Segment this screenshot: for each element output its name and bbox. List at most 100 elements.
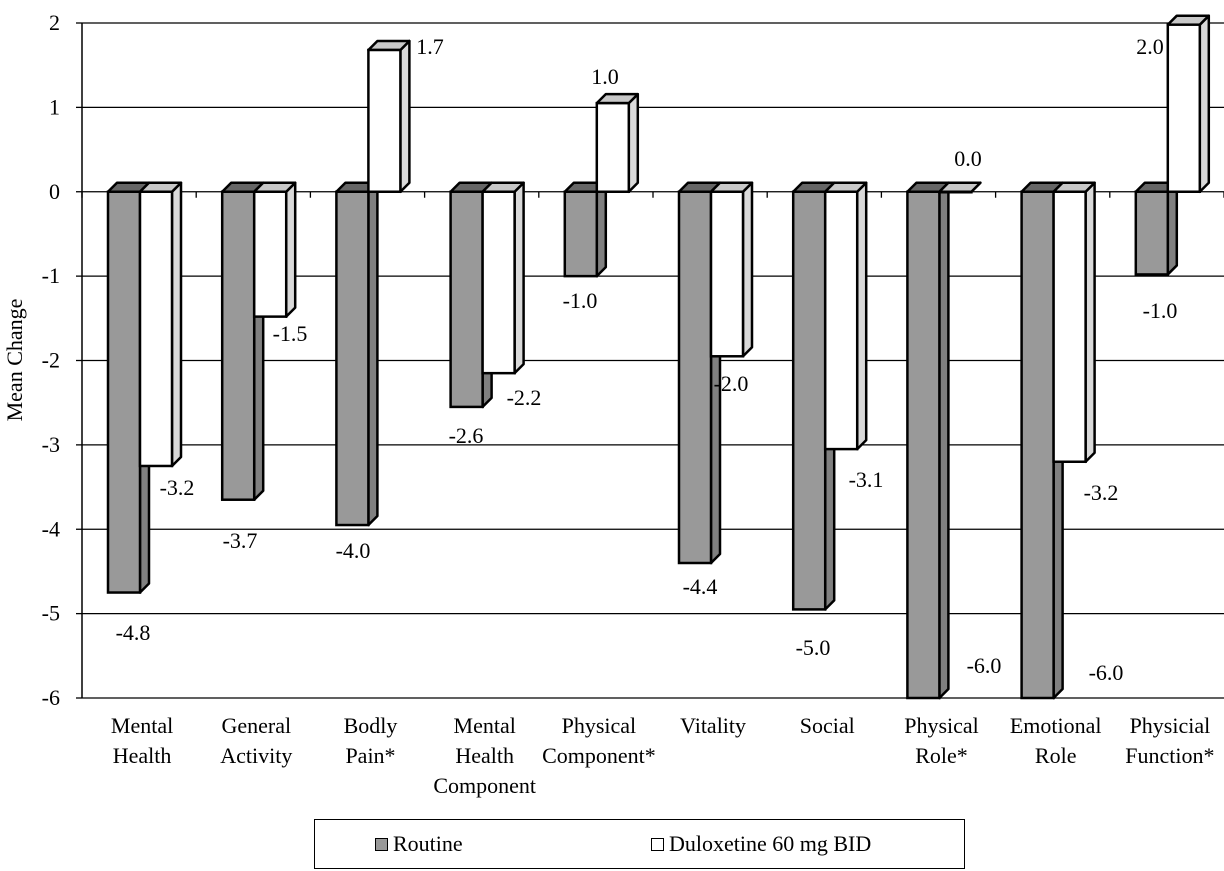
bar-routine-side	[595, 181, 608, 278]
y-axis: 2 1 0 -1 -2 -3 -4 -5 -6	[42, 10, 1224, 710]
bar-duloxetine-side	[1198, 14, 1211, 193]
bar-duloxetine-side	[1084, 181, 1096, 463]
data-label-duloxetine: -3.2	[1084, 480, 1119, 505]
bars	[106, 14, 1211, 700]
category-label: Physical	[562, 713, 637, 738]
bar-routine	[335, 181, 379, 527]
bar-duloxetine-side	[284, 181, 297, 318]
category-label: Mental	[111, 713, 173, 738]
bar-duloxetine-top	[252, 181, 297, 193]
bar-duloxetine	[481, 181, 525, 375]
bar-routine-side	[367, 181, 379, 527]
bar-routine-front	[1020, 190, 1055, 700]
data-label-duloxetine: 0.0	[954, 146, 982, 171]
category-label: Role*	[915, 743, 968, 768]
data-label-duloxetine: -2.0	[714, 371, 749, 396]
y-tick-label: -6	[42, 685, 60, 710]
data-label-routine: -5.0	[796, 635, 831, 660]
bar-duloxetine-side	[855, 181, 868, 451]
bar-duloxetine-front	[938, 190, 973, 194]
data-label-routine: -3.7	[223, 528, 258, 553]
x-axis-labels: Mental Health General Activity Bodly Pain* Men…	[111, 713, 1215, 798]
category-label: Emotional	[1010, 713, 1102, 738]
bar-routine-front	[449, 190, 484, 409]
bar-duloxetine-top	[709, 181, 754, 193]
y-tick-label: -5	[42, 601, 60, 626]
bar-duloxetine-front	[709, 190, 745, 358]
y-axis-title: Mean Change	[2, 299, 27, 422]
data-label-routine: -1.0	[563, 288, 598, 313]
bar-routine-front	[677, 190, 713, 565]
bar-routine-side	[1166, 181, 1179, 276]
bar-routine-front	[1134, 190, 1170, 276]
data-label-routine: -4.8	[116, 620, 151, 645]
bar-routine	[1134, 181, 1179, 276]
bar-duloxetine-side	[627, 92, 640, 193]
bar-duloxetine-side	[170, 181, 183, 468]
bar-routine-front	[106, 190, 142, 594]
category-label: Physicial	[1130, 713, 1211, 738]
data-label-duloxetine: -2.2	[507, 385, 542, 410]
bar-duloxetine-top	[938, 181, 982, 193]
bar-duloxetine	[709, 181, 754, 358]
bar-duloxetine-front	[1166, 23, 1202, 193]
y-tick-label: 1	[49, 94, 60, 119]
bar-routine-front	[906, 190, 941, 700]
bar-duloxetine-front	[481, 190, 516, 375]
legend-swatch-duloxetine	[651, 837, 664, 851]
data-label-routine: -2.6	[449, 423, 484, 448]
category-label: Social	[800, 713, 855, 738]
bar-duloxetine	[823, 181, 868, 451]
bar-duloxetine	[252, 181, 297, 318]
category-label: Pain*	[345, 743, 395, 768]
y-tick-label: -2	[42, 348, 60, 373]
category-label: Activity	[220, 743, 292, 768]
bar-routine-front	[791, 190, 827, 611]
data-label-duloxetine: -3.2	[160, 475, 195, 500]
legend-swatch-routine	[375, 837, 388, 851]
y-tick-label: -3	[42, 432, 60, 457]
bar-duloxetine-top	[367, 39, 411, 52]
legend-label-duloxetine: Duloxetine 60 mg BID	[669, 831, 872, 856]
category-label: Component*	[542, 743, 656, 768]
y-tick-label: -4	[42, 516, 60, 541]
data-label-routine: -4.0	[336, 538, 371, 563]
data-label-extra: -6.0	[1089, 660, 1124, 685]
category-label: General	[221, 713, 291, 738]
category-label: Function*	[1125, 743, 1214, 768]
legend-item-duloxetine: Duloxetine 60 mg BID	[651, 832, 871, 856]
category-label: Physical	[904, 713, 979, 738]
data-label-duloxetine: -1.5	[273, 321, 308, 346]
bar-duloxetine	[1052, 181, 1096, 463]
bar-duloxetine-top	[595, 92, 640, 105]
data-label-duloxetine: 1.0	[591, 64, 619, 89]
data-label-routine: -1.0	[1143, 298, 1178, 323]
bar-duloxetine-side	[513, 181, 525, 375]
bar-duloxetine	[367, 39, 411, 193]
bar-duloxetine-front	[367, 48, 402, 193]
bar-duloxetine-top	[481, 181, 525, 193]
bar-routine-front	[220, 190, 256, 501]
bar-duloxetine-side	[399, 39, 411, 193]
y-tick-label: 0	[49, 179, 60, 204]
bar-routine	[563, 181, 608, 278]
bar-duloxetine-front	[595, 101, 631, 193]
data-label-routine: -4.4	[683, 574, 718, 599]
data-label-duloxetine: 1.7	[416, 34, 444, 59]
bar-routine-front	[563, 190, 599, 278]
bar-duloxetine-front	[252, 190, 288, 318]
data-label-extra: -6.0	[967, 653, 1002, 678]
bar-duloxetine-side	[741, 181, 754, 358]
category-label: Role	[1035, 743, 1077, 768]
bar-duloxetine-front	[138, 190, 174, 468]
bar-duloxetine	[1166, 14, 1211, 193]
data-label-duloxetine: -3.1	[849, 467, 884, 492]
category-label: Vitality	[680, 713, 746, 738]
bar-duloxetine-top	[823, 181, 868, 193]
bar-duloxetine-top	[1052, 181, 1096, 193]
y-tick-label: 2	[49, 10, 60, 35]
bar-duloxetine	[595, 92, 640, 193]
bar-routine	[906, 181, 950, 700]
category-label: Mental	[454, 713, 516, 738]
